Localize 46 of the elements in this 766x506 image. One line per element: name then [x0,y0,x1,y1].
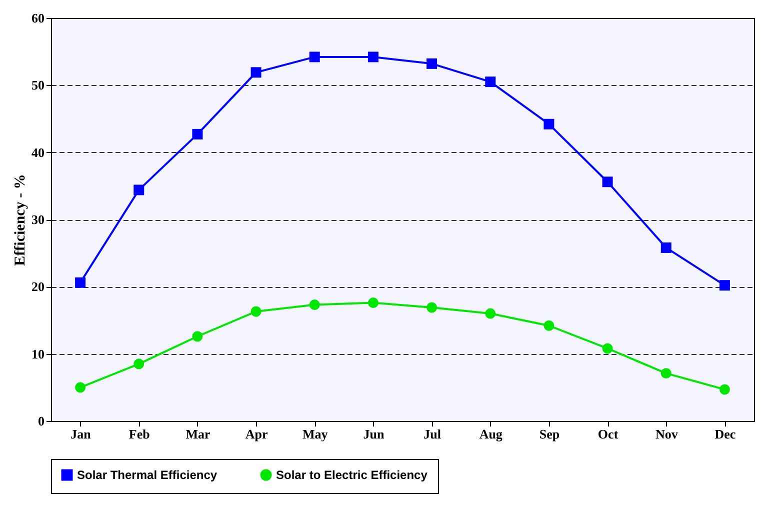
point [719,280,730,291]
y-tick-label: 10 [32,346,44,362]
x-tick-label: Oct [598,426,619,442]
point [309,52,320,62]
point [602,343,613,354]
x-tick-label: Jun [363,426,385,442]
point [309,300,320,310]
x-tick-label: Feb [128,426,150,442]
point [368,298,378,308]
point [544,320,554,331]
legend-label: Solar Thermal Efficiency [77,468,218,482]
point [368,52,378,62]
x-tick-label: Mar [186,426,210,442]
point [192,128,203,140]
x-tick-label: Apr [245,426,268,442]
point [485,308,496,319]
x-tick-label: Nov [655,426,678,442]
y-tick-label: 20 [32,279,44,294]
y-tick-label: 0 [38,414,44,428]
point [660,368,672,379]
y-tick-label: 40 [32,144,44,160]
point [75,277,86,288]
point [250,67,262,78]
point [134,358,144,370]
x-tick-label: Jul [424,426,442,442]
y-axis-title: Efficiency - % [12,174,28,266]
y-tick-label: 50 [32,78,44,93]
point [426,302,438,313]
y-tick-label: 60 [32,10,44,26]
point [426,58,438,69]
point [719,384,730,395]
legend-label: Solar to Electric Efficiency [276,468,428,482]
x-tick-label: Sep [539,426,560,442]
point [660,242,672,253]
point [75,382,86,393]
x-tick-label: Dec [714,426,736,442]
point [602,176,613,188]
point [485,76,496,88]
y-tick-label: 30 [32,212,44,227]
point [134,184,144,196]
point [192,331,203,342]
x-tick-label: Jan [70,426,92,442]
x-tick-label: Aug [479,426,503,442]
point [250,306,262,317]
point [544,118,554,130]
x-tick-label: May [302,426,328,442]
